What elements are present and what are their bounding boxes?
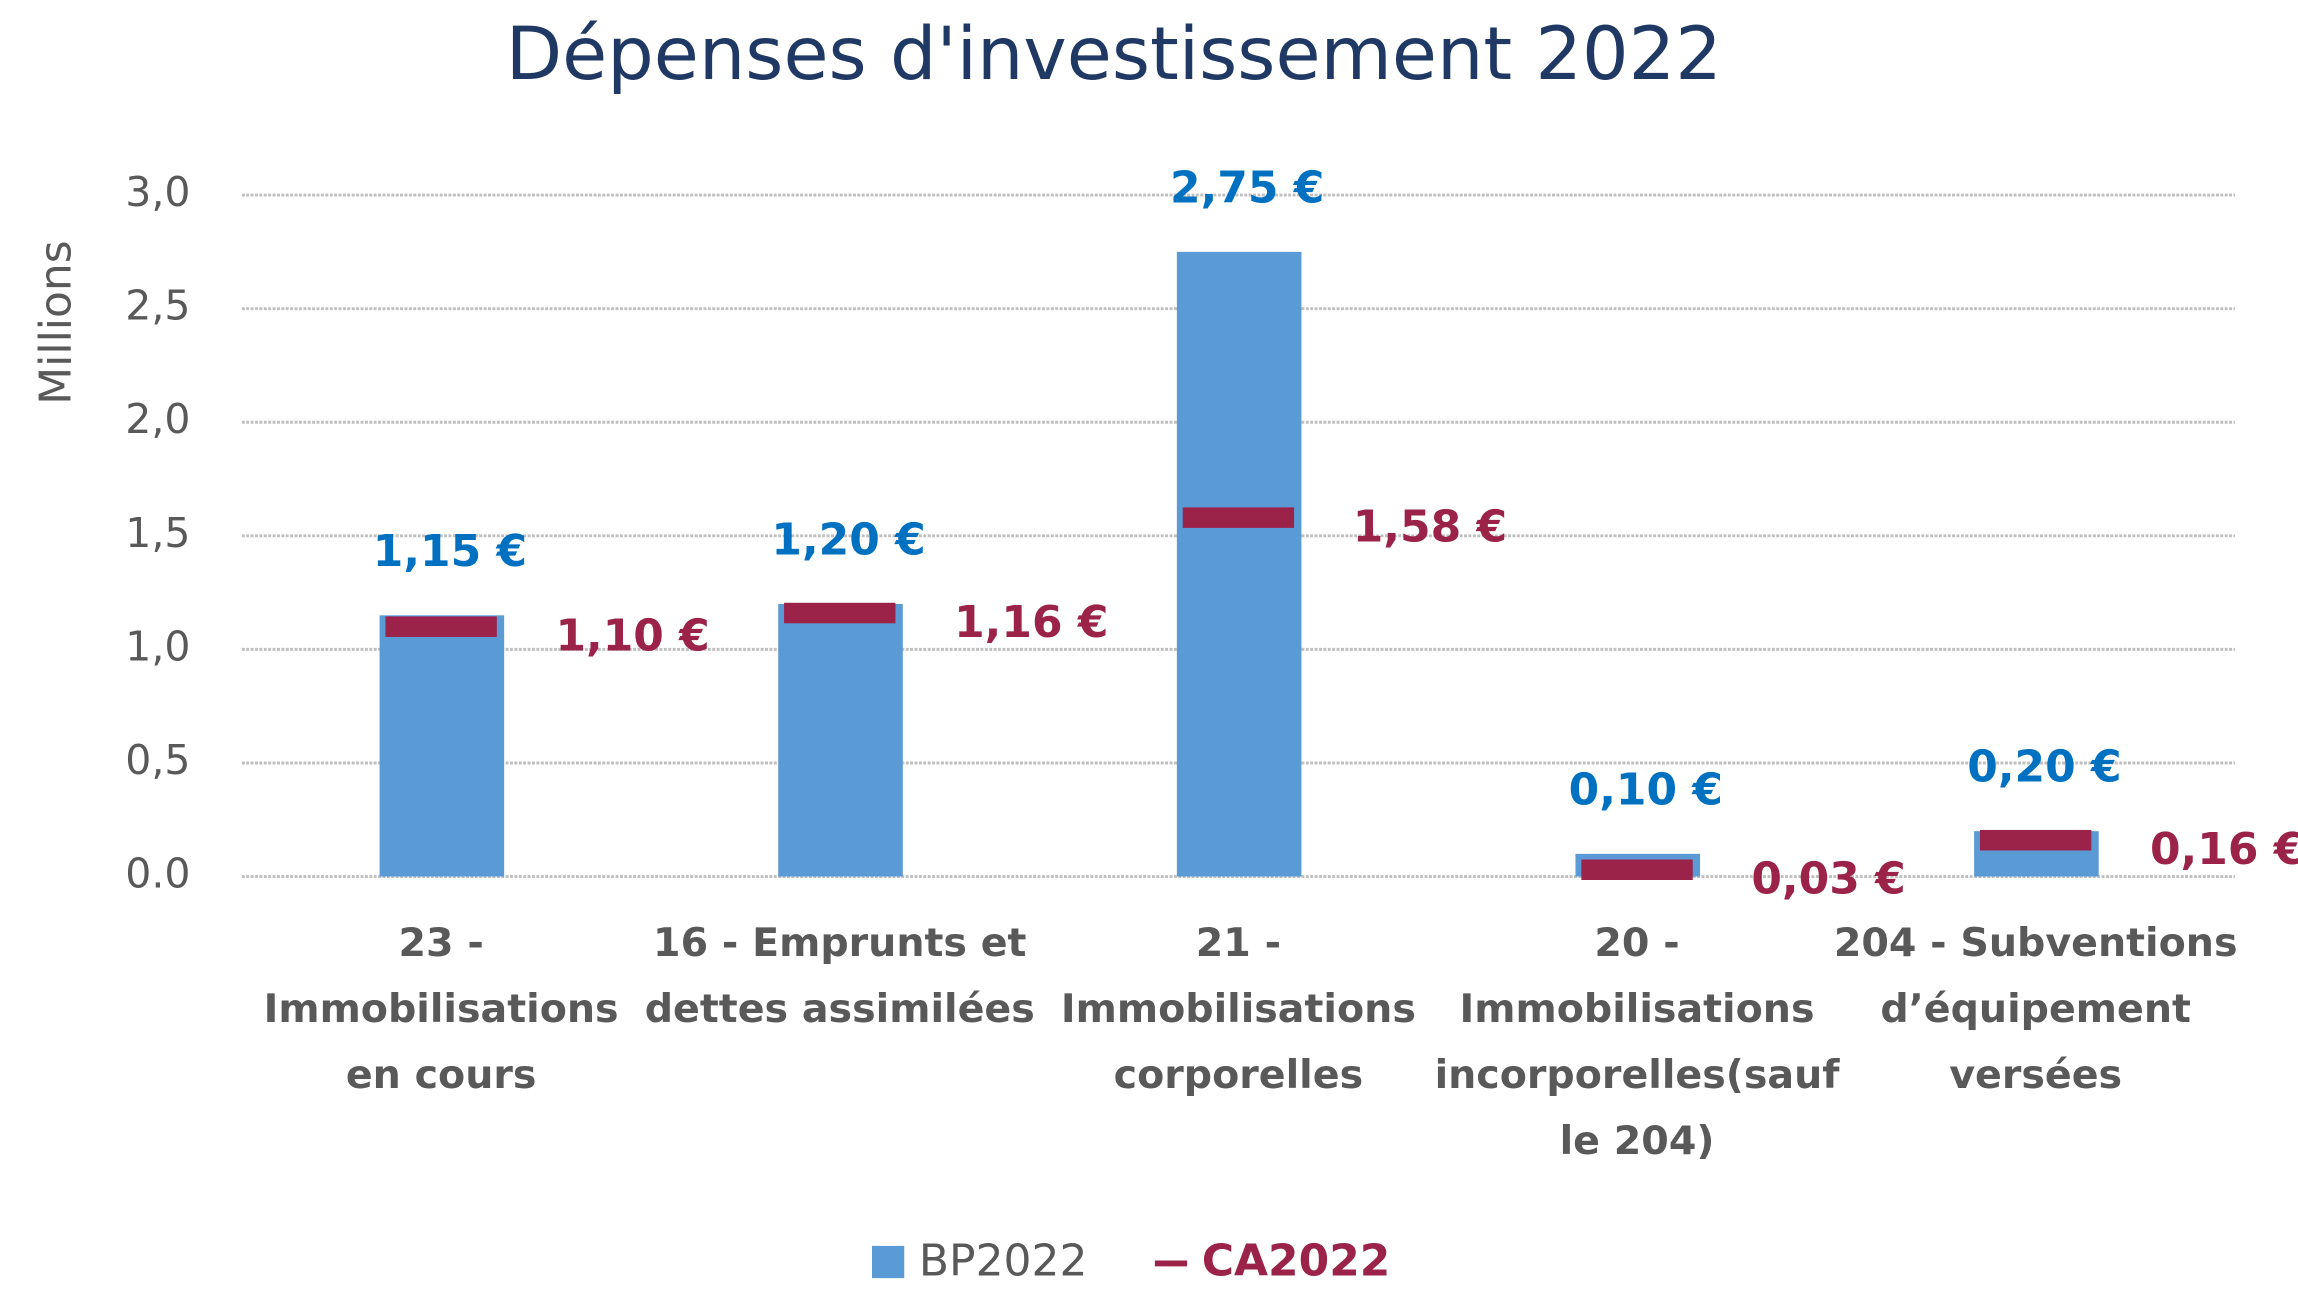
bar [1176, 251, 1302, 877]
bar [778, 603, 903, 877]
marker [784, 602, 896, 624]
legend-label: BP2022 [919, 1235, 1088, 1286]
y-tick-label: 3,0 [125, 168, 190, 216]
marker [385, 616, 497, 637]
y-tick-label: 0.0 [125, 850, 190, 898]
y-tick-label: 1,5 [125, 509, 190, 557]
marker [1979, 829, 2092, 851]
y-tick-label: 2,5 [125, 282, 190, 330]
bar-value-label: 0,20 € [1967, 742, 2121, 793]
y-tick-label: 2,0 [125, 395, 190, 443]
y-tick-label: 1,0 [125, 622, 190, 670]
chart-title: Dépenses d'investissement 2022 [506, 12, 1722, 97]
marker [1581, 859, 1693, 881]
x-tick-label: d’équipement [1880, 986, 2191, 1032]
x-tick-label: dettes assimilées [645, 986, 1035, 1032]
legend-swatch [872, 1245, 905, 1279]
x-tick-label: Immobilisations [1061, 986, 1416, 1032]
x-tick-label: 23 - [399, 920, 484, 966]
x-tick-label: incorporelles(sauf [1435, 1052, 1841, 1098]
bar-value-label: 1,20 € [771, 514, 925, 565]
marker-value-label: 1,10 € [555, 610, 709, 661]
bar [379, 615, 505, 877]
x-tick-label: Immobilisations [264, 986, 619, 1032]
marker-value-label: 1,16 € [954, 597, 1108, 648]
x-tick-label: Immobilisations [1460, 986, 1815, 1032]
marker-value-label: 0,16 € [2150, 824, 2298, 875]
x-tick-label: corporelles [1114, 1052, 1363, 1098]
x-tick-label: 204 - Subventions [1834, 920, 2238, 966]
bar-value-label: 1,15 € [373, 526, 527, 577]
legend-label: CA2022 [1202, 1235, 1391, 1286]
marker-value-label: 0,03 € [1751, 853, 1905, 904]
x-tick-label: le 204) [1560, 1118, 1715, 1164]
x-tick-label: 16 - Emprunts et [653, 920, 1026, 966]
y-axis-label: Millions [31, 240, 82, 404]
marker-value-label: 1,58 € [1353, 501, 1507, 552]
x-tick-label: versées [1949, 1052, 2122, 1098]
bar-value-label: 2,75 € [1170, 162, 1324, 213]
x-tick-label: 21 - [1196, 920, 1281, 966]
marker [1182, 507, 1295, 528]
y-tick-label: 0,5 [125, 736, 190, 784]
x-tick-label: 20 - [1594, 920, 1679, 966]
bar-value-label: 0,10 € [1569, 764, 1723, 815]
x-tick-label: en cours [346, 1052, 537, 1098]
